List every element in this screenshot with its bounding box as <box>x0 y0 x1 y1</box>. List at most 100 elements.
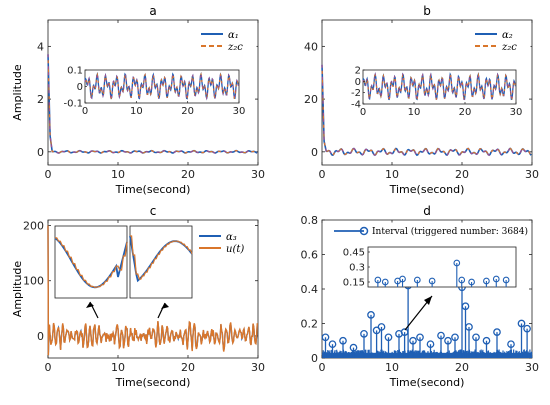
x-tick-label: 10 <box>385 361 399 374</box>
legend-label: α₂ <box>502 30 513 41</box>
y-tick-label: 40 <box>304 40 318 53</box>
inset-y-tick-label: -0.1 <box>63 99 83 110</box>
inset-series-2 <box>362 72 517 101</box>
stem-marker <box>444 336 452 345</box>
x-axis-label: Time(second) <box>389 376 465 389</box>
stem-marker <box>493 328 501 336</box>
legend-label: Interval (triggered number: 3684) <box>372 226 528 237</box>
panel-c: 0 10 20 30 0 100 200 c Time(second) Amplitude α₃u(… <box>11 204 265 389</box>
inset-y-tick-label: 0 <box>77 82 83 93</box>
y-tick-label: 100 <box>23 275 44 288</box>
legend-label: z₂c <box>227 42 243 53</box>
zoom-u <box>130 235 193 280</box>
stem-marker <box>437 331 445 340</box>
y-tick-label: 0.6 <box>301 249 319 262</box>
stem-marker <box>472 333 480 342</box>
stem-marker <box>517 319 526 328</box>
x-axis-label: Time(second) <box>115 183 191 196</box>
stem-marker <box>377 323 386 331</box>
legend-label: α₃ <box>226 232 237 243</box>
x-tick-label: 0 <box>45 168 52 181</box>
y-axis-label: Amplitude <box>11 64 24 121</box>
stem-marker <box>349 343 358 352</box>
inset-y-tick-label: 0.3 <box>349 263 365 274</box>
y-tick-label: 4 <box>37 40 44 53</box>
series-line-2 <box>47 54 258 154</box>
series-u <box>47 225 258 356</box>
legend-label: α₁ <box>228 30 239 41</box>
stem-marker <box>426 340 435 349</box>
inset-marker <box>374 276 382 284</box>
y-tick-label: 200 <box>23 220 44 233</box>
stem-marker <box>416 333 424 342</box>
stem-marker <box>384 333 393 342</box>
inset-y-tick-label: -2 <box>351 88 361 99</box>
x-tick-label: 10 <box>111 361 125 374</box>
inset-x-tick-label: 30 <box>233 106 246 117</box>
x-tick-label: 20 <box>181 361 195 374</box>
panel-title: b <box>423 4 431 18</box>
inset-marker <box>483 277 490 285</box>
panel-d: 0 10 20 30 0 0.2 0.4 0.6 0.8 d Time(second) 0.45 0.3… <box>301 204 540 389</box>
inset-marker <box>381 278 389 286</box>
inset-x-tick-label: 20 <box>459 107 472 118</box>
inset-series-mid <box>84 72 240 101</box>
inset-x-tick-label: 10 <box>408 107 421 118</box>
stem-marker <box>321 333 330 342</box>
stem-marker <box>328 340 337 349</box>
legend-box <box>197 25 257 55</box>
stem-marker <box>409 336 417 345</box>
inset-x-tick-label: 30 <box>510 107 523 118</box>
x-axis-label: Time(second) <box>115 376 191 389</box>
inset-y-tick-label: 2 <box>355 66 361 77</box>
zoom-inset-1 <box>54 225 128 299</box>
y-tick-label: 2 <box>37 93 44 106</box>
x-tick-label: 20 <box>181 168 195 181</box>
stem-marker <box>360 329 368 338</box>
y-tick-label: 0.4 <box>301 283 319 296</box>
stem-band <box>323 352 531 358</box>
inset-marker <box>502 276 510 284</box>
y-tick-label: 0 <box>37 330 44 343</box>
legend-label: u(t) <box>226 244 244 255</box>
stem-marker <box>367 311 375 319</box>
inset-y-tick-label: 0.45 <box>343 248 365 259</box>
stem-marker <box>482 336 491 345</box>
inset-d: 0.45 0.3 0.15 <box>343 246 517 289</box>
legend-label: z₂c <box>501 42 517 53</box>
inset-x-tick-label: 0 <box>360 107 366 118</box>
inset-x-tick-label: 0 <box>82 106 88 117</box>
x-tick-label: 0 <box>45 361 52 374</box>
legend-marker <box>359 226 369 236</box>
inset-marker <box>453 259 461 267</box>
y-tick-label: 0 <box>37 146 44 159</box>
stem-marker <box>523 324 531 333</box>
y-tick-label: 0.2 <box>301 318 319 331</box>
panel-title: d <box>423 204 431 218</box>
x-tick-label: 0 <box>319 168 326 181</box>
x-tick-label: 30 <box>525 168 539 181</box>
y-tick-label: 20 <box>304 93 318 106</box>
legend-box <box>471 25 531 55</box>
panel-title: a <box>149 4 156 18</box>
y-axis-label: Amplitude <box>11 261 24 318</box>
legend-box <box>329 222 531 239</box>
zoom-frame <box>129 225 193 299</box>
inset-marker <box>413 276 421 284</box>
y-tick-label: 0.8 <box>301 214 319 227</box>
panel-title: c <box>150 204 157 218</box>
inset-marker <box>492 275 500 283</box>
inset-y-tick-label: 0.1 <box>67 66 83 77</box>
arrow-head <box>424 296 432 305</box>
inset-y-tick-label: 0.15 <box>343 278 365 289</box>
stem-marker <box>507 340 515 349</box>
x-tick-label: 30 <box>251 361 265 374</box>
arrow-head <box>161 303 169 309</box>
inset-a: 0 10 20 300.10-0.1 <box>63 66 245 118</box>
zoom-u <box>55 237 128 288</box>
x-tick-label: 0 <box>319 361 326 374</box>
inset-marker <box>468 278 475 286</box>
x-tick-label: 30 <box>525 361 539 374</box>
